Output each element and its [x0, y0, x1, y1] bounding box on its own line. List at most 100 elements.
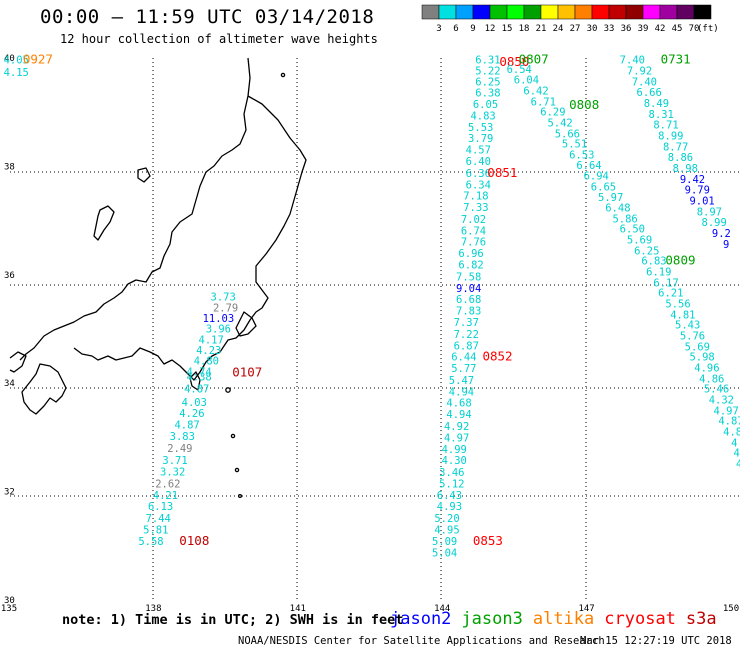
scale-tick-label: 12 [485, 24, 496, 34]
scale-tick-label: 33 [604, 24, 615, 34]
izu-island-1 [225, 387, 231, 393]
swh-value-label: 6.42 [523, 86, 548, 98]
swh-value-label: 6.29 [540, 107, 565, 119]
swh-value-label: 6.34 [466, 179, 491, 191]
lon-tick-label: 144 [434, 604, 450, 614]
swh-value-label: 3.79 [468, 133, 493, 145]
swh-value-label: 5.04 [432, 547, 457, 559]
swh-value-label: 6.17 [653, 277, 678, 289]
scale-tick-label: 9 [470, 24, 475, 34]
swh-value-label: 4.68 [446, 398, 471, 410]
swh-value-label: 4.87 [718, 416, 740, 428]
swh-value-label: 6.53 [569, 149, 594, 161]
swh-value-label: 4.26 [179, 408, 204, 420]
page-title: 00:00 – 11:59 UTC 03/14/2018 [40, 6, 375, 28]
swh-value-label: 9 [723, 239, 729, 251]
pass-time-label: 0807 [519, 52, 549, 67]
swh-value-label: 3.46 [439, 467, 464, 479]
japan-coastline [9, 57, 307, 499]
scale-tick-label: 30 [587, 24, 598, 34]
swh-value-label: 5.86 [612, 213, 637, 225]
swh-value-label: 4.93 [437, 501, 462, 513]
scale-tick-label: 27 [570, 24, 581, 34]
swh-value-label: 5.46 [704, 384, 729, 396]
swh-value-label: 4.6 [731, 437, 740, 449]
swh-value-label: 9.04 [456, 283, 481, 295]
boso-peninsula [235, 311, 257, 337]
pass-time-label: 0731 [661, 52, 691, 67]
swh-value-label: 5.66 [555, 128, 580, 140]
swh-value-label: 4.74 [186, 366, 211, 378]
scale-tick-label: 3 [436, 24, 441, 34]
swh-value-label: 8.71 [653, 120, 678, 132]
swh-value-label: 4.05 [4, 55, 29, 67]
swh-value-label: 6.65 [591, 181, 616, 193]
swh-value-label: 6.50 [620, 224, 645, 236]
swh-value-label: 4.94 [449, 386, 474, 398]
swh-value-label: 4.80 [194, 355, 219, 367]
swh-value-label: 4.96 [694, 362, 719, 374]
swh-value-label: 5.56 [665, 299, 690, 311]
legend-jason3: jason3 [461, 609, 523, 629]
izu-island-2 [230, 433, 236, 439]
swh-value-label: 6.05 [473, 99, 498, 111]
swh-value-label: 8.97 [697, 206, 722, 218]
swh-value-label: 8.77 [663, 141, 688, 153]
swh-value-label: 5.97 [598, 192, 623, 204]
swh-value-label: 5.42 [547, 117, 572, 129]
swh-value-label: 6.25 [475, 76, 500, 88]
swh-value-label: 5.69 [627, 235, 652, 247]
swh-value-label: 6.40 [466, 156, 491, 168]
swh-value-label: 4.57 [466, 145, 491, 157]
swh-value-label: 4.92 [444, 421, 469, 433]
swh-value-label: 3.71 [162, 455, 187, 467]
lat-tick-label: 36 [4, 271, 15, 281]
swh-value-label: 6.19 [646, 267, 671, 279]
lat-tick-label: 32 [4, 488, 15, 498]
kii-peninsula [21, 363, 67, 415]
swh-value-label: 6.64 [576, 160, 601, 172]
swh-value-label: 5.43 [675, 320, 700, 332]
scale-tick-label: 39 [638, 24, 649, 34]
swh-value-label: 6.83 [641, 256, 666, 268]
swh-value-label: 4.30 [442, 455, 467, 467]
swh-value-label: 6.21 [658, 288, 683, 300]
swh-value-label: 4.38 [186, 372, 211, 384]
swh-value-label: 9.2 [712, 228, 731, 240]
swh-value-label: 5.77 [451, 363, 476, 375]
swh-value-label: 5.53 [468, 122, 493, 134]
swh-value-label: 7.58 [456, 271, 481, 283]
swh-value-label: 6.38 [475, 88, 500, 100]
pass-time-label: 0853 [473, 533, 503, 548]
swh-value-label: 9.42 [680, 174, 705, 186]
lat-tick-label: 40 [4, 54, 15, 64]
grid-lines [10, 58, 740, 600]
swh-value-label: 5.76 [680, 331, 705, 343]
swh-value-label: 5.22 [475, 65, 500, 77]
swh-value-label: 6.96 [458, 248, 483, 260]
swh-value-label: 4.99 [442, 444, 467, 456]
pass-time-label: 0851 [487, 165, 517, 180]
swh-value-label: 6.94 [584, 171, 609, 183]
swh-value-label: 4.32 [709, 394, 734, 406]
wave-height-color-scale: 3 6 9 12 15 18 21 24 27 30 33 36 39 42 45 70(ft) [421, 4, 719, 34]
swh-value-label: 3.83 [170, 431, 195, 443]
swh-value-label: 4.81 [670, 309, 695, 321]
swh-value-label: 4.4 [736, 458, 740, 470]
swh-value-label: 6.68 [456, 294, 481, 306]
swh-value-label: 4.95 [434, 525, 459, 537]
swh-value-label: 6.66 [637, 87, 662, 99]
swh-value-label: 7.40 [620, 55, 645, 67]
pass-time-label: 0108 [179, 533, 209, 548]
lon-tick-label: 147 [578, 604, 594, 614]
scale-tick-label: 21 [536, 24, 547, 34]
swh-value-label: 4.21 [153, 490, 178, 502]
swh-value-label: 5.81 [143, 525, 168, 537]
scale-tick-label: 42 [655, 24, 666, 34]
swh-value-label: 4.23 [196, 345, 221, 357]
swh-value-label: 8.99 [658, 131, 683, 143]
shikoku-edge [9, 351, 27, 373]
swh-value-label: 3.73 [211, 291, 236, 303]
generation-timestamp: Mar 15 12:27:19 UTC 2018 [580, 635, 732, 647]
